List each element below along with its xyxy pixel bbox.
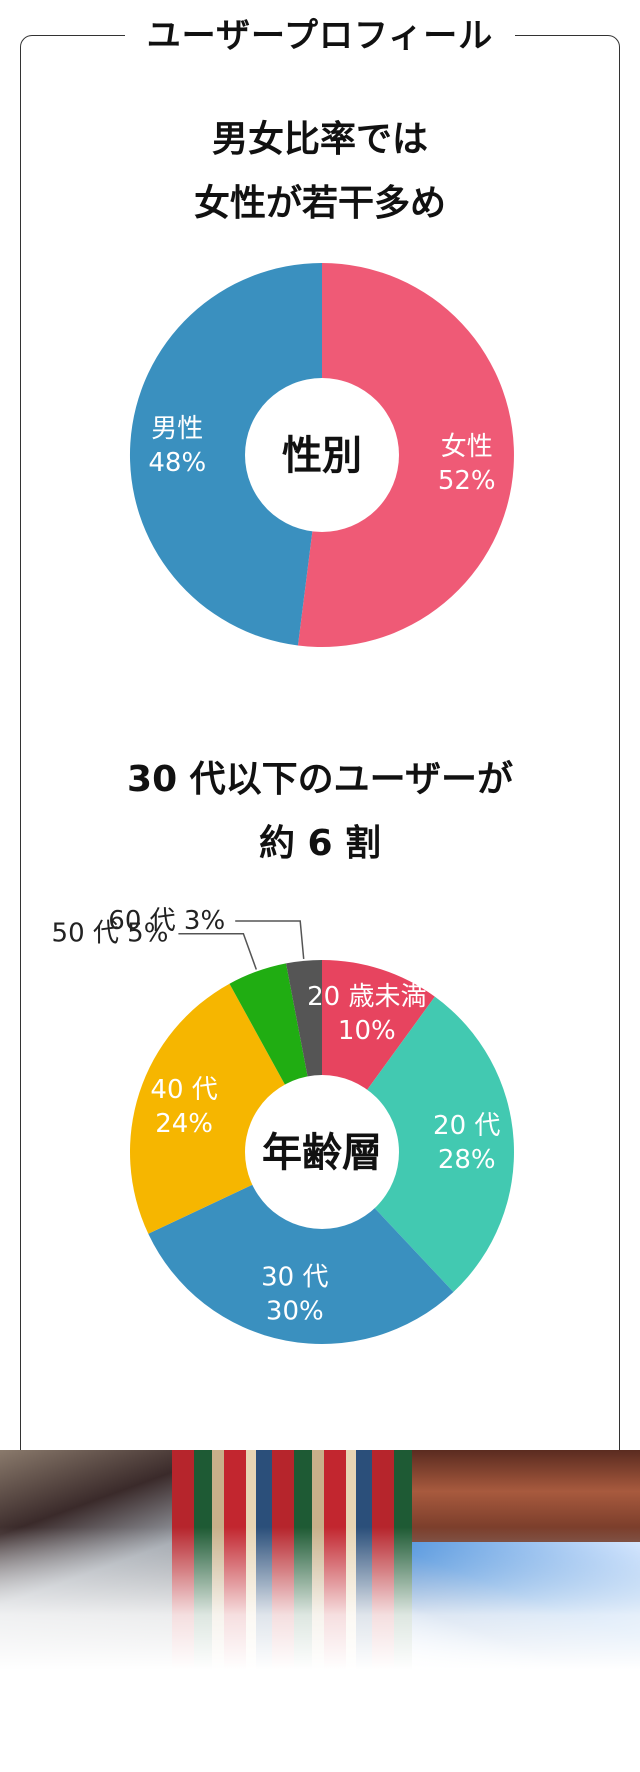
slice-category-6: 60 代 — [108, 906, 184, 936]
age-headline-line-2: 約 6 割 — [258, 823, 382, 864]
slice-value-2: 28% — [438, 1145, 496, 1175]
slice-label-5: 50 代 5% — [52, 919, 169, 949]
gender-donut-chart: 性別 女性 52% 男性 48% — [129, 263, 514, 647]
slice-label-2: 20 代 — [433, 1111, 500, 1141]
leader-line-6 — [235, 920, 305, 959]
slice-label-1: 女性 — [441, 432, 493, 462]
slice-label-6: 60 代 3% — [108, 906, 225, 936]
center-label: 性別 — [282, 433, 362, 479]
slice-value-6: 3% — [184, 906, 225, 936]
age-headline: 30 代以下のユーザーが 約 6 割 — [0, 748, 640, 876]
slice-label-3: 30 代 — [261, 1262, 328, 1292]
photo-collage — [0, 1450, 640, 1670]
slice-label-2: 男性 — [151, 414, 203, 444]
donut-hole — [245, 1075, 399, 1229]
slice-3 — [148, 1152, 454, 1344]
leader-line-5 — [178, 932, 258, 970]
section-title: ユーザープロフィール — [0, 12, 640, 60]
slice-label-1: 20 歳未満 — [307, 982, 426, 1012]
age-donut-chart: 年齢層 20 歳未満 10% 20 代 28% 30 代 30% 40 代 24% 50 代 5%… — [52, 906, 514, 1344]
slice-category-5: 50 代 — [52, 919, 128, 949]
gender-headline-line-1: 男女比率では — [211, 119, 428, 160]
slice-label-4: 40 代 — [150, 1075, 217, 1105]
slice-2 — [322, 996, 514, 1292]
slice-value-4: 24% — [155, 1109, 213, 1139]
gender-headline-line-2: 女性が若干多め — [193, 183, 446, 224]
age-headline-line-1: 30 代以下のユーザーが — [127, 759, 513, 800]
center-label: 年齢層 — [262, 1130, 382, 1176]
donut-hole — [245, 378, 399, 532]
slice-2 — [129, 263, 322, 646]
slice-value-5: 5% — [127, 919, 168, 949]
photo-fade-overlay — [0, 1450, 640, 1670]
slice-1 — [297, 263, 514, 647]
slice-value-1: 10% — [338, 1016, 396, 1046]
gender-headline: 男女比率では 女性が若干多め — [0, 108, 640, 236]
slice-value-1: 52% — [438, 466, 496, 496]
slice-value-2: 48% — [148, 448, 206, 478]
slice-value-3: 30% — [266, 1296, 324, 1326]
